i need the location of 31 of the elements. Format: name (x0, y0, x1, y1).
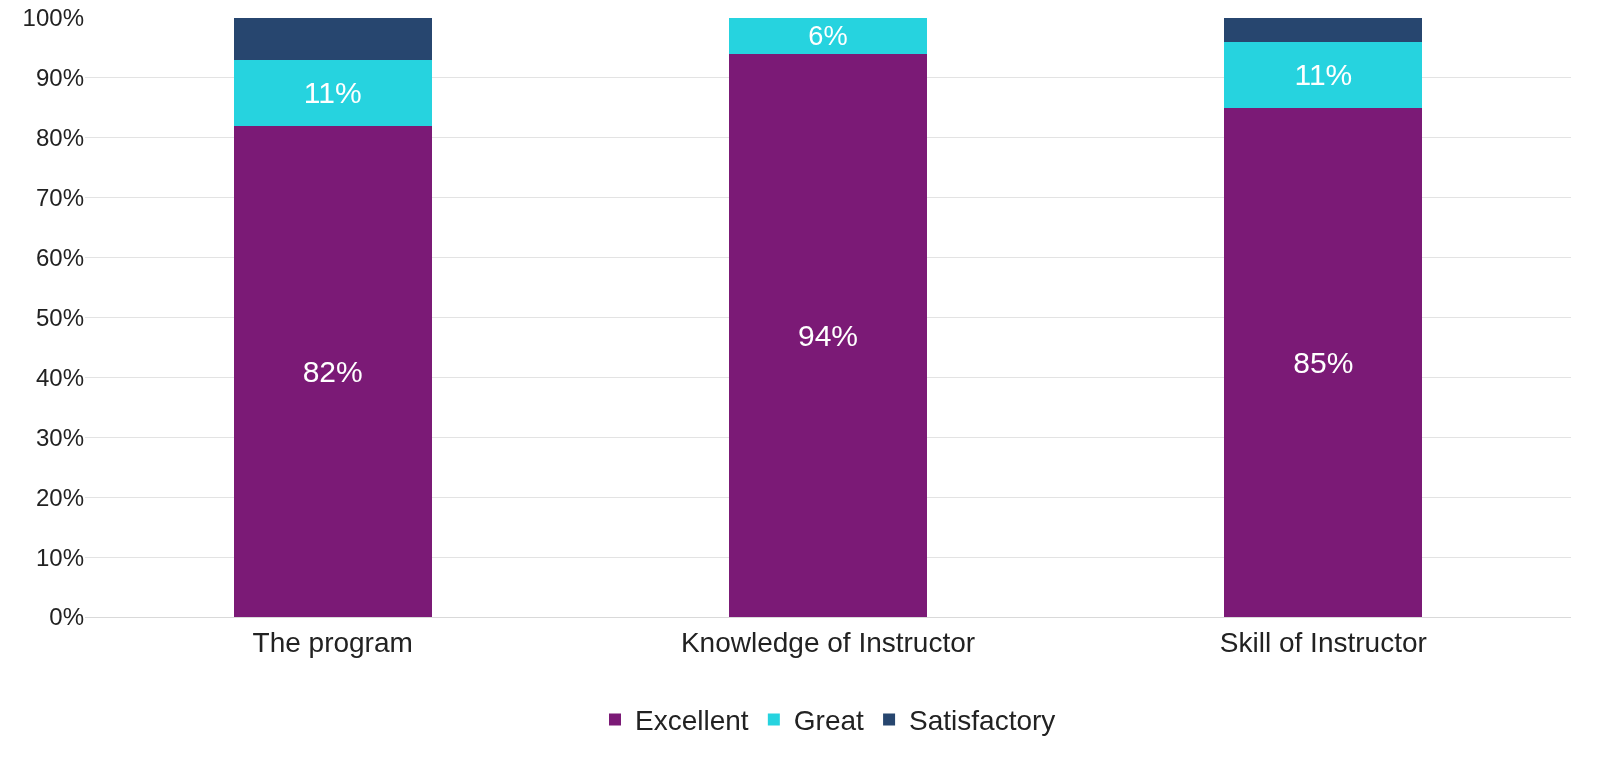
legend-label: Satisfactory (909, 705, 1056, 737)
bar (233, 18, 432, 60)
bar (1224, 41, 1423, 108)
data-label: 94% (797, 318, 859, 352)
bar (233, 125, 432, 617)
x-tick-label: Skill of Instructor (1219, 626, 1427, 658)
y-tick-label: 80% (35, 124, 84, 152)
data-label: 6% (808, 20, 848, 52)
data-label: 11% (303, 76, 362, 110)
data-label: 11% (1294, 58, 1353, 92)
y-tick-label: 0% (49, 603, 84, 631)
legend-label: Excellent (635, 705, 749, 737)
y-tick-label: 30% (35, 423, 84, 451)
bar (728, 53, 928, 617)
y-tick-label: 10% (35, 543, 84, 571)
y-tick-label: 90% (35, 64, 84, 92)
data-label: 82% (302, 354, 363, 388)
bar (233, 59, 432, 126)
y-tick-label: 60% (35, 244, 84, 271)
legend-label: Great (793, 705, 865, 737)
bar (1224, 107, 1423, 617)
y-tick-label: 50% (35, 303, 84, 331)
x-tick-label: Knowledge of Instructor (680, 626, 976, 658)
y-tick-label: 70% (35, 184, 84, 212)
y-tick-label: 100% (22, 4, 84, 32)
bar (728, 18, 928, 54)
x-tick-label: The program (252, 626, 413, 658)
y-tick-label: 40% (35, 363, 84, 391)
data-label: 85% (1293, 345, 1354, 379)
y-tick-label: 20% (35, 483, 84, 511)
bar (1224, 18, 1423, 42)
